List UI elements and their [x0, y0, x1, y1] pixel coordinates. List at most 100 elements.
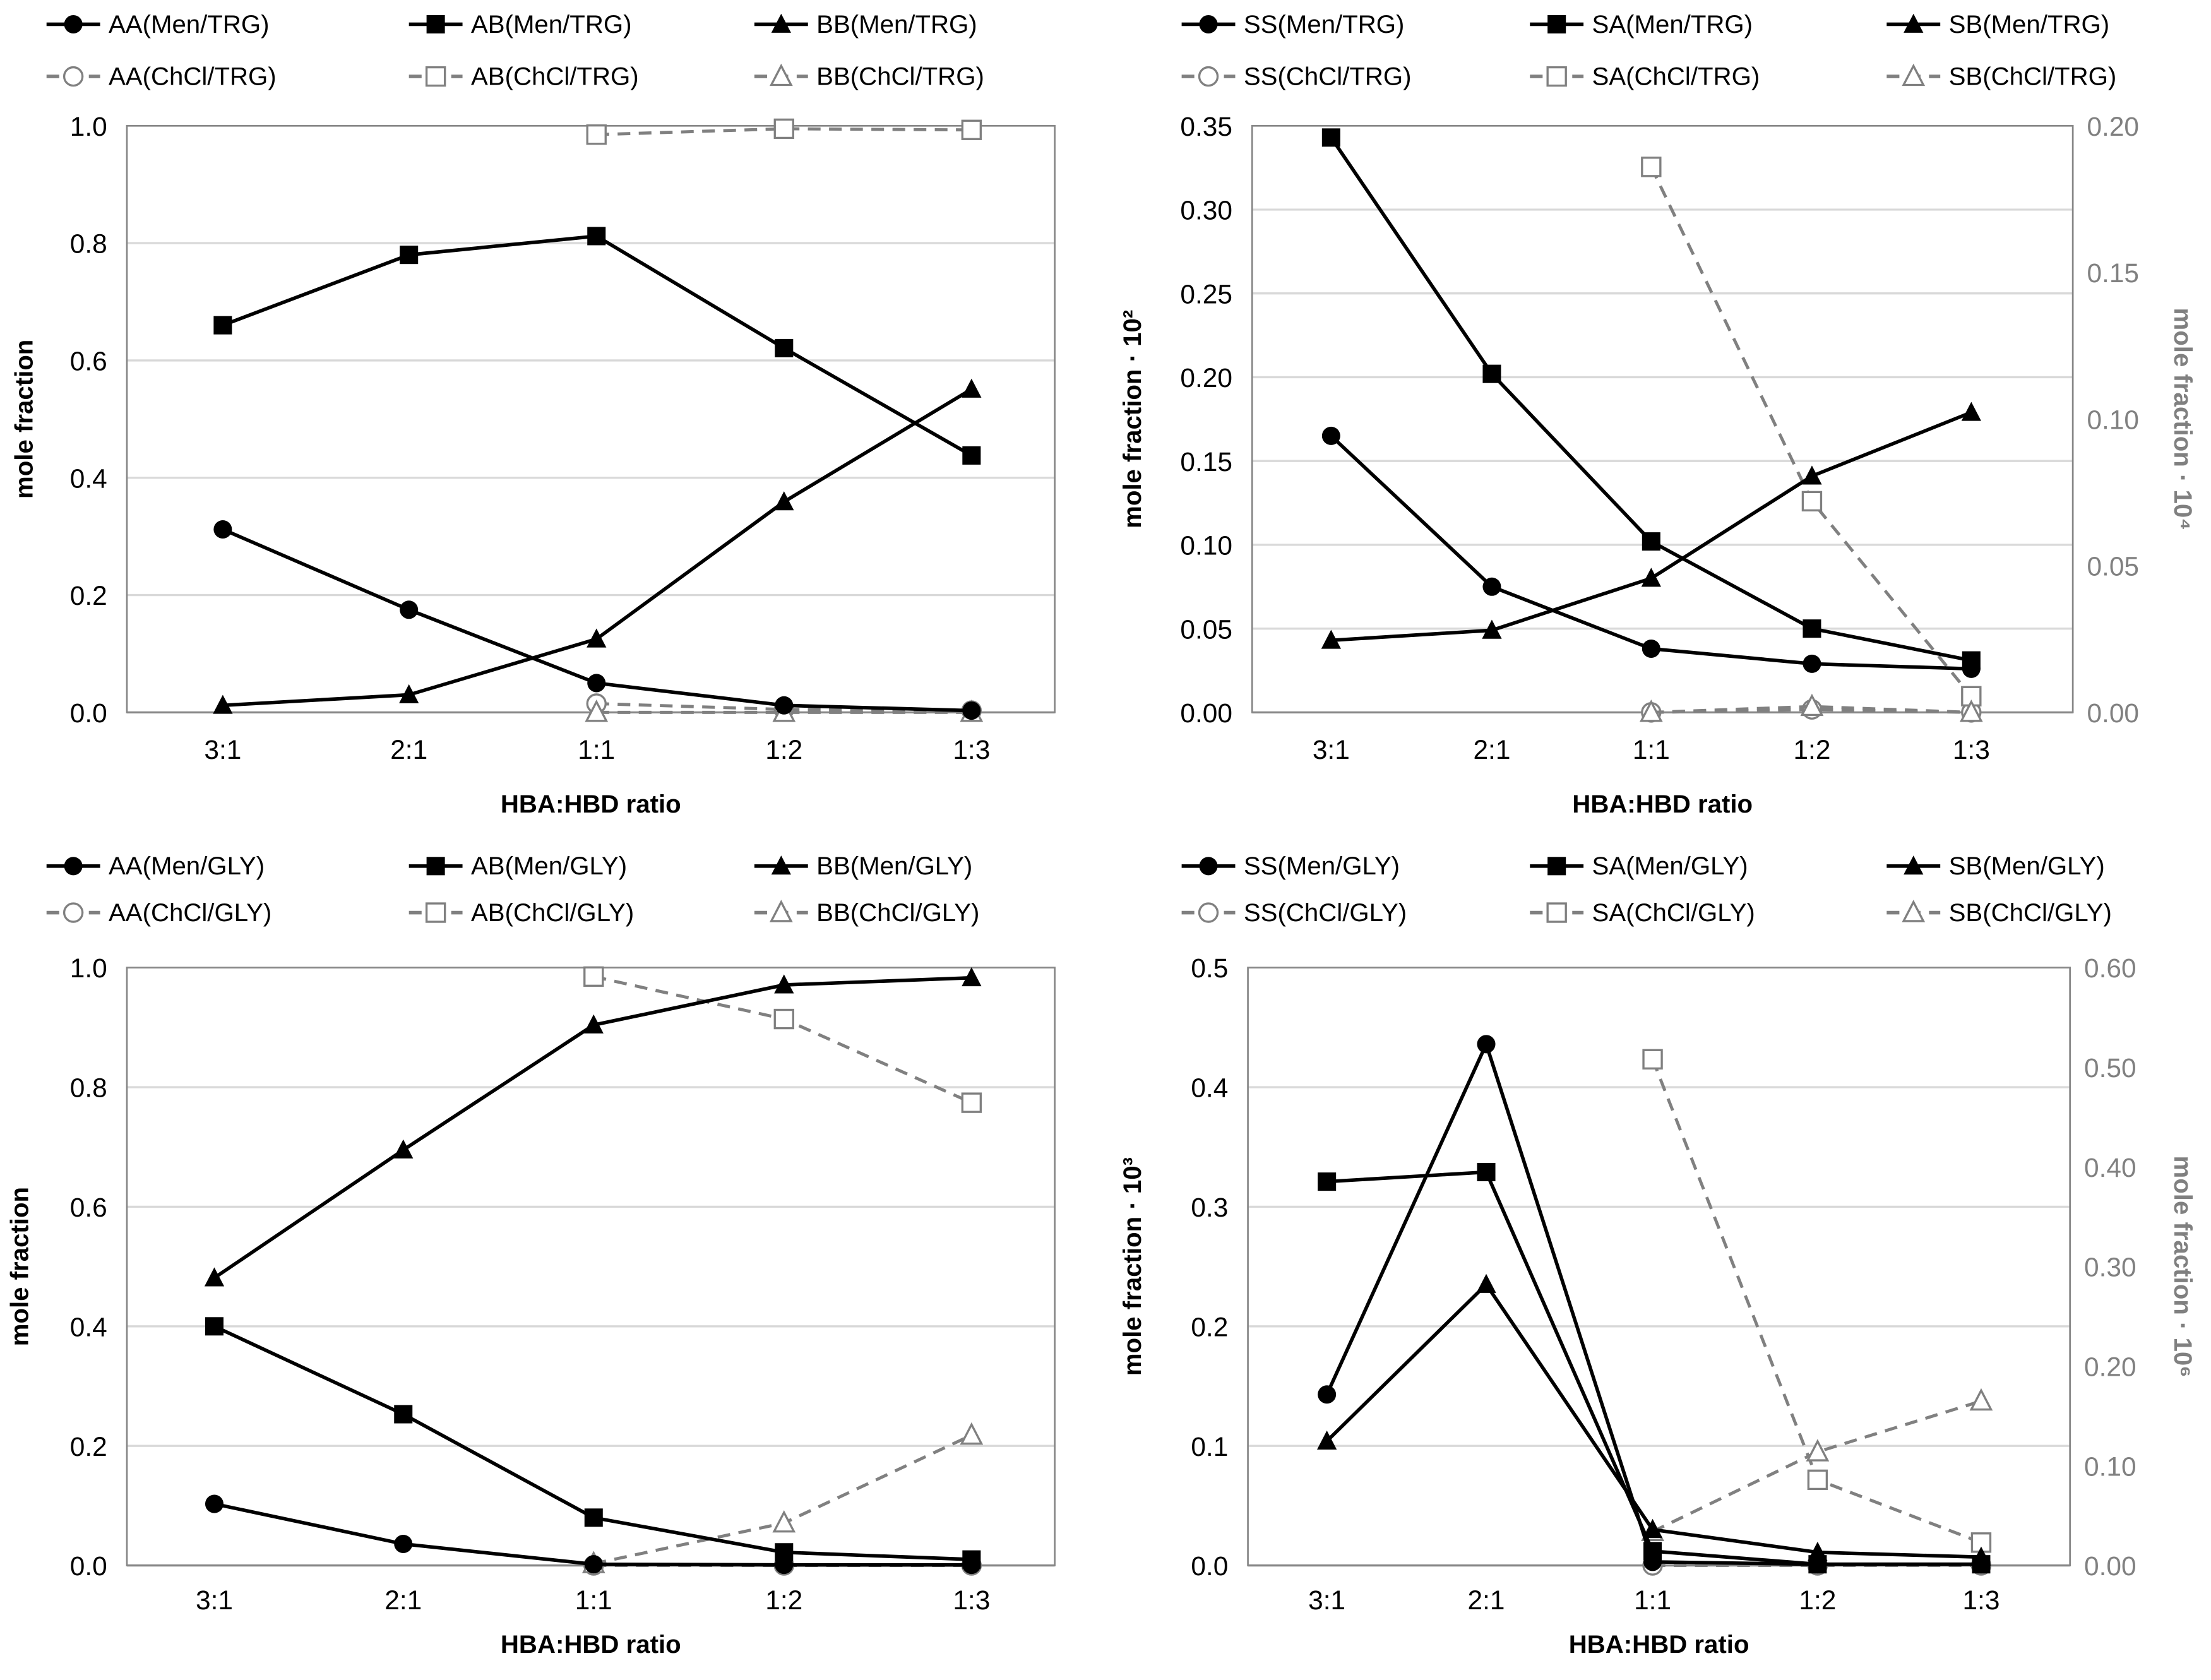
y-tick-label: 1.0 — [70, 112, 107, 141]
x-tick-label: 1:2 — [1793, 735, 1830, 765]
data-point — [962, 446, 981, 465]
data-point — [1807, 1469, 1828, 1491]
legend-entry: AA(Men/GLY) — [46, 852, 265, 880]
x-tick-label: 2:1 — [1468, 1585, 1505, 1615]
legend-entry: SA(Men/TRG) — [1530, 10, 1753, 39]
y-axis-label: mole fraction · 10² — [1118, 310, 1147, 528]
y-tick-label: 0.2 — [70, 581, 107, 611]
data-point — [1642, 532, 1660, 551]
plot-area — [1251, 124, 2074, 713]
x-tick-label: 1:3 — [1953, 735, 1990, 765]
series-BB(Men/GLY) — [204, 967, 982, 1287]
y-tick-label: 0.0 — [70, 1551, 107, 1581]
legend-entry: AB(Men/TRG) — [408, 10, 632, 39]
legend-label: AB(ChCl/GLY) — [471, 898, 634, 927]
y-tick-label: 0.10 — [1180, 531, 1232, 561]
data-point — [1642, 1049, 1663, 1070]
y-tick-label: 0.4 — [70, 1312, 107, 1342]
y2-tick-label: 0.10 — [2084, 1451, 2137, 1481]
series-SS(Men/TRG) — [1321, 426, 1981, 678]
x-tick-label: 1:1 — [578, 735, 615, 765]
series-SS(Men/GLY) — [1318, 1035, 1991, 1574]
legend-marker-square-icon — [426, 15, 445, 33]
data-point — [1318, 1385, 1337, 1404]
x-tick-label: 3:1 — [204, 735, 241, 765]
legend-label: SA(ChCl/GLY) — [1592, 898, 1755, 927]
legend-marker-square-icon — [1546, 902, 1567, 923]
data-point — [213, 694, 233, 714]
legend-label: AB(ChCl/TRG) — [471, 63, 639, 91]
legend-marker-triangle-icon — [1902, 900, 1926, 922]
legend-label: SB(ChCl/GLY) — [1949, 898, 2112, 927]
y-tick-label: 0.20 — [1180, 363, 1232, 393]
y-tick-label: 0.5 — [1191, 953, 1228, 983]
legend-marker-triangle-icon — [771, 855, 791, 875]
data-point — [1321, 629, 1341, 649]
data-point — [586, 124, 607, 145]
legend-label: AA(Men/GLY) — [109, 852, 265, 880]
data-point — [962, 1550, 981, 1569]
data-point — [1477, 1035, 1496, 1054]
legend-label: SS(Men/GLY) — [1244, 852, 1400, 880]
data-point — [205, 1494, 223, 1513]
y-tick-label: 0.35 — [1180, 112, 1232, 141]
data-point — [962, 378, 982, 398]
y-tick-label: 0.1 — [1191, 1432, 1228, 1462]
legend-marker-square-icon — [1547, 15, 1566, 33]
y-tick-label: 0.2 — [1191, 1312, 1228, 1342]
y-tick-label: 0.00 — [1180, 698, 1232, 728]
y-tick-label: 0.6 — [70, 1193, 107, 1222]
legend-label: BB(Men/TRG) — [816, 10, 977, 39]
data-point — [1321, 128, 1340, 147]
data-point — [394, 1534, 413, 1554]
data-point — [1803, 654, 1821, 673]
data-point — [1961, 402, 1981, 421]
data-point — [1476, 1273, 1496, 1293]
x-tick-label: 1:3 — [953, 1585, 990, 1615]
y2-tick-label: 0.50 — [2084, 1053, 2137, 1083]
legend-marker-triangle-icon — [1902, 63, 1926, 86]
chart-3: 0.0 0.2 0.4 0.6 0.8 1.0 3:1 2:1 1:1 1:2 1:3 HBA:HBD… — [6, 852, 1056, 1659]
series-AB(ChCl/GLY) — [583, 966, 982, 1113]
data-point — [587, 628, 607, 648]
legend-label: AB(Men/TRG) — [471, 10, 632, 39]
legend-entry: SB(ChCl/TRG) — [1886, 63, 2116, 91]
legend-label: SS(Men/TRG) — [1244, 10, 1405, 39]
y2-tick-label: 0.30 — [2084, 1253, 2137, 1282]
legend-label: SA(Men/GLY) — [1592, 852, 1748, 880]
legend-marker-triangle-icon — [1904, 855, 1924, 875]
legend-entry: SA(Men/GLY) — [1530, 852, 1748, 880]
series-AB(Men/TRG) — [213, 227, 981, 465]
legend-marker-circle-icon — [63, 66, 84, 87]
x-tick-label: 3:1 — [1313, 735, 1350, 765]
data-point — [1482, 619, 1502, 639]
legend-label: BB(ChCl/GLY) — [816, 898, 979, 927]
y-tick-label: 0.4 — [1191, 1073, 1228, 1103]
series-line — [222, 234, 973, 457]
data-point — [587, 674, 606, 693]
series-BB(Men/TRG) — [213, 378, 982, 714]
y-tick-label: 0.6 — [70, 347, 107, 376]
legend-entry: AA(ChCl/TRG) — [46, 63, 277, 91]
data-point — [1318, 1172, 1337, 1191]
data-point — [962, 701, 981, 720]
plot-area — [126, 124, 1056, 713]
y2-axis-label: mole fraction · 10⁶ — [2169, 1155, 2197, 1377]
y2-tick-label: 0.40 — [2084, 1153, 2137, 1183]
legend-label: SB(ChCl/TRG) — [1949, 63, 2117, 91]
data-point — [400, 600, 419, 619]
data-point — [400, 246, 419, 265]
data-point — [961, 1092, 982, 1113]
data-point — [961, 119, 982, 140]
legend-marker-circle-icon — [1198, 902, 1219, 923]
legend-entry: BB(Men/TRG) — [754, 10, 977, 39]
legend-label: BB(Men/GLY) — [816, 852, 972, 880]
series-AA(Men/TRG) — [213, 520, 981, 720]
legend-entry: SB(Men/GLY) — [1886, 852, 2105, 880]
y-tick-label: 0.05 — [1180, 614, 1232, 644]
data-point — [774, 974, 794, 994]
x-tick-label: 3:1 — [1308, 1585, 1345, 1615]
series-SB(ChCl/TRG) — [1639, 693, 1983, 722]
legend-marker-square-icon — [426, 857, 445, 876]
